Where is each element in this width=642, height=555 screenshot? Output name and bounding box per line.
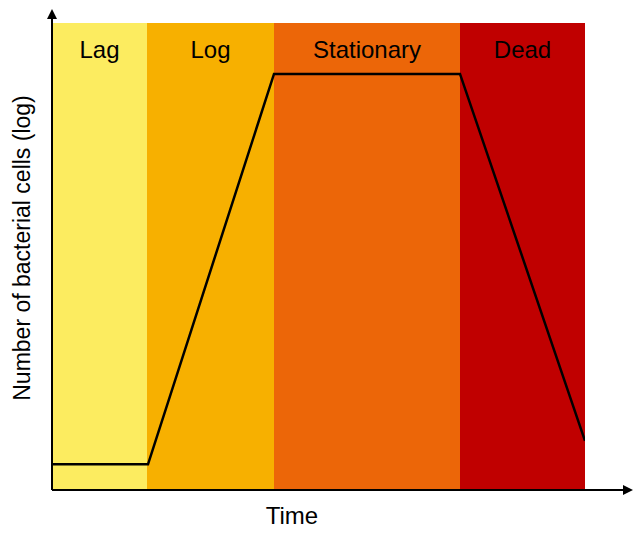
phase-label: Log (190, 36, 230, 63)
line-group (52, 74, 585, 464)
phase-label: Lag (79, 36, 119, 63)
phase-band (52, 23, 147, 490)
chart: Lag Log Stationary Dead Time Number of bacter… (0, 0, 642, 555)
x-axis-title: Time (266, 502, 318, 529)
phase-label: Stationary (313, 36, 421, 63)
x-axis (52, 489, 628, 491)
phase-label: Dead (494, 36, 551, 63)
y-axis (51, 14, 53, 490)
phase-bands (52, 23, 585, 490)
phase-band (147, 23, 274, 490)
growth-line (52, 74, 585, 464)
phase-band (274, 23, 460, 490)
y-axis-title: Number of bacterial cells (log) (9, 95, 35, 401)
